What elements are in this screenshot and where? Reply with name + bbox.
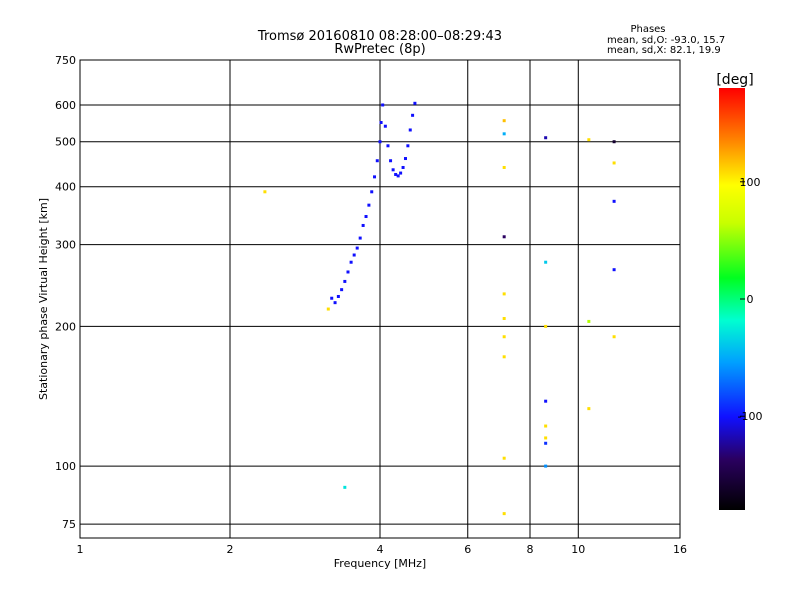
trace-point <box>330 296 334 300</box>
scatter-point <box>544 441 548 445</box>
scatter-point <box>502 335 506 339</box>
scatter-point <box>587 407 591 411</box>
scatter-point <box>544 324 548 328</box>
x-tick-labels: 1 2 4 6 8 10 16 <box>77 543 688 556</box>
trace-point <box>406 144 410 148</box>
phases-box-x-line: mean, sd,X: 82.1, 19.9 <box>607 45 721 56</box>
trace-point <box>411 113 415 117</box>
trace-point <box>381 103 385 107</box>
trace-point <box>349 260 353 264</box>
phases-box-o-line: mean, sd,O: -93.0, 15.7 <box>607 35 725 46</box>
x-tick-label: 4 <box>377 543 384 556</box>
scatter-point <box>612 140 616 144</box>
scatter-point <box>502 132 506 136</box>
trace-point <box>336 294 340 298</box>
y-tick-label: 500 <box>55 136 76 149</box>
trace-point <box>394 172 398 176</box>
x-tick-label: 10 <box>571 543 585 556</box>
scatter-point <box>263 190 267 194</box>
scatter-point <box>587 138 591 142</box>
scatter-point <box>502 165 506 169</box>
grid-lines <box>80 59 680 538</box>
x-tick-label: 1 <box>77 543 84 556</box>
x-tick-label: 2 <box>227 543 234 556</box>
scatter-point <box>544 424 548 428</box>
trace-point <box>340 288 344 292</box>
scatter-point <box>544 436 548 440</box>
scatter-point <box>502 456 506 460</box>
trace-point <box>373 175 377 179</box>
y-tick-label: 200 <box>55 320 76 333</box>
trace-point <box>379 121 383 125</box>
scatter-point <box>544 136 548 140</box>
trace-point <box>355 246 359 250</box>
scatter-point <box>612 335 616 339</box>
scatter-point <box>612 268 616 272</box>
phases-box-title: Phases <box>630 24 665 35</box>
y-tick-label: 300 <box>55 239 76 252</box>
scatter-point <box>502 292 506 296</box>
trace-point <box>396 174 400 178</box>
trace-point <box>346 270 350 274</box>
colorbar-ticks: 100 0 -100 <box>738 176 763 423</box>
trace-point <box>403 157 407 161</box>
colorbar-tick-label: 0 <box>747 293 754 306</box>
trace-point <box>367 203 371 207</box>
trace-point <box>391 168 395 172</box>
scatter-point <box>343 485 347 489</box>
chart-title: Tromsø 20160810 08:28:00–08:29:43 <box>257 29 502 44</box>
trace-point <box>399 171 403 175</box>
scatter-point <box>612 199 616 203</box>
trace-point <box>343 279 347 283</box>
y-tick-label: 100 <box>55 460 76 473</box>
scatter-point <box>502 355 506 359</box>
x-tick-label: 16 <box>673 543 687 556</box>
trace-point <box>352 253 356 257</box>
scatter-point <box>544 464 548 468</box>
scatter-point <box>544 399 548 403</box>
trace-point <box>408 128 412 132</box>
y-tick-label: 75 <box>62 518 76 531</box>
x-tick-label: 8 <box>527 543 534 556</box>
y-tick-labels: 75 100 200 300 400 500 600 750 <box>55 54 76 531</box>
trace-point <box>386 144 390 148</box>
y-axis-label: Stationary phase Virtual Height [km] <box>37 198 50 400</box>
colorbar-tick-label: -100 <box>738 410 763 423</box>
colorbar-tick-label: 100 <box>740 176 761 189</box>
scatter-point <box>326 307 330 311</box>
y-tick-label: 600 <box>55 99 76 112</box>
trace-point <box>333 301 337 305</box>
scatter-point <box>502 235 506 239</box>
trace-point <box>358 236 362 240</box>
scatter-point <box>502 512 506 516</box>
trace-point <box>413 101 417 105</box>
y-tick-label: 400 <box>55 181 76 194</box>
x-tick-label: 6 <box>464 543 471 556</box>
scatter-point <box>502 119 506 123</box>
trace-point <box>370 190 374 194</box>
trace-point <box>401 165 405 169</box>
trace-point <box>389 159 393 163</box>
chart-subtitle: RwPretec (8p) <box>334 42 425 57</box>
x-axis-label: Frequency [MHz] <box>334 557 426 570</box>
scatter-point <box>502 316 506 320</box>
data-points <box>263 101 616 516</box>
trace-point <box>364 215 368 219</box>
scatter-point <box>612 161 616 165</box>
y-tick-label: 750 <box>55 54 76 67</box>
colorbar-label: [deg] <box>716 72 753 88</box>
trace-point <box>378 140 382 144</box>
scatter-point <box>544 260 548 264</box>
trace-point <box>383 124 387 128</box>
trace-point <box>361 223 365 227</box>
scatter-point <box>587 319 591 323</box>
trace-point <box>375 159 379 163</box>
